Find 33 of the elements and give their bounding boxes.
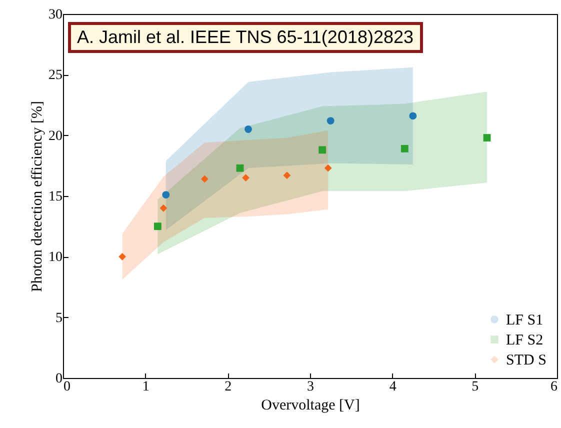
x-tick-label: 2 — [224, 380, 232, 394]
y-tick-label: 25 — [48, 68, 62, 84]
x-tick-label: 6 — [550, 380, 558, 394]
point — [162, 191, 170, 198]
legend-label: STD S — [506, 352, 546, 368]
point — [400, 144, 408, 152]
legend-label: LF S2 — [506, 332, 544, 348]
y-tick-label: 30 — [48, 8, 62, 22]
legend-label: LF S1 — [506, 312, 544, 328]
y-axis-title: Photon detection efficiency [%] — [30, 101, 46, 292]
point — [160, 204, 168, 212]
point — [154, 222, 162, 230]
point — [326, 117, 334, 124]
annotation: A. Jamil et al. IEEE TNS 65-11(2018)2823 — [68, 22, 423, 53]
x-axis-title: Overvoltage [V] — [261, 398, 360, 414]
point — [242, 174, 250, 182]
x-tick-label: 4 — [389, 380, 396, 394]
point — [236, 164, 244, 172]
point — [244, 126, 252, 133]
point — [409, 112, 417, 120]
point — [118, 252, 126, 260]
point — [200, 175, 208, 183]
x-tick-label: 3 — [307, 380, 314, 394]
point — [318, 146, 326, 154]
y-tick-label: 10 — [48, 250, 62, 266]
x-tick-label: 1 — [142, 380, 150, 394]
point — [324, 164, 332, 172]
y-tick-label: 5 — [56, 310, 62, 326]
point — [283, 172, 291, 180]
x-tick-label: 5 — [472, 380, 479, 394]
y-tick-label: 15 — [48, 190, 62, 204]
point — [483, 134, 491, 142]
y-tick-label: 20 — [48, 128, 62, 144]
